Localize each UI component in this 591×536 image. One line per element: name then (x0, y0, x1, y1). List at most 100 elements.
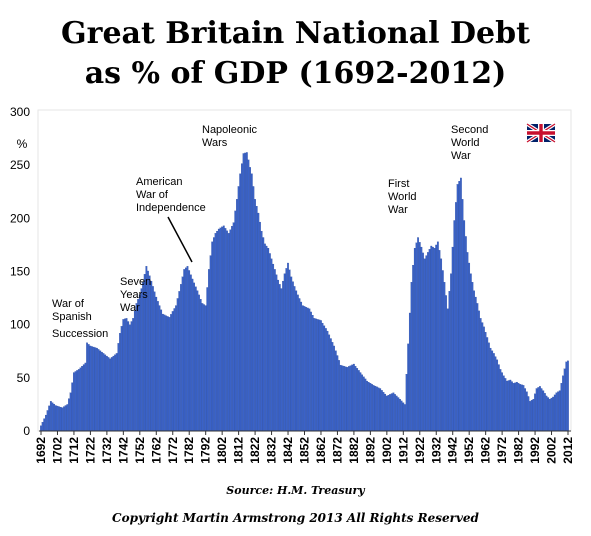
debt-bar-1794 (208, 269, 210, 432)
debt-bar-1857 (311, 315, 314, 432)
debt-bar-1849 (298, 298, 301, 432)
debt-bar-1928 (428, 249, 431, 432)
debt-bar-1820 (250, 173, 253, 432)
debt-bar-1912 (402, 402, 405, 432)
x-tick-label: 1752 (133, 437, 147, 464)
debt-bar-1886 (359, 372, 362, 432)
debt-bar-1808 (231, 226, 233, 432)
x-tick-label: 1942 (446, 437, 460, 464)
debt-bar-1810 (234, 210, 237, 432)
debt-bar-1992 (534, 393, 536, 432)
x-tick-label: 1822 (248, 437, 262, 464)
x-tick-label: 1932 (429, 437, 443, 464)
debt-bar-1986 (524, 388, 527, 432)
debt-bar-1802 (221, 226, 223, 432)
debt-bar-2003 (552, 396, 555, 432)
debt-bar-1998 (544, 393, 546, 432)
annotation-line: Napoleonic (202, 124, 258, 136)
x-tick-label: 1912 (396, 437, 410, 464)
debt-bar-1890 (366, 380, 368, 432)
debt-bar-1996 (540, 388, 543, 432)
debt-bar-1735 (110, 357, 113, 432)
debt-bar-1851 (301, 305, 304, 432)
x-tick-label: 1792 (199, 437, 213, 464)
debt-bar-1711 (71, 382, 74, 432)
debt-bar-1824 (257, 212, 260, 432)
annotation-line: Years (120, 289, 148, 301)
debt-bar-1704 (59, 406, 62, 432)
debt-bar-1895 (374, 385, 377, 432)
debt-bar-1836 (277, 279, 279, 432)
debt-bar-1927 (427, 252, 429, 432)
debt-bar-1729 (101, 351, 103, 432)
debt-bar-1993 (535, 388, 538, 432)
debt-bar-1792 (204, 305, 207, 432)
debt-bar-1804 (224, 228, 227, 432)
debt-bar-1862 (320, 320, 322, 432)
debt-bar-1916 (408, 312, 411, 432)
debt-bar-1826 (260, 230, 263, 432)
annotation-line: Seven (120, 276, 151, 288)
debt-bar-1795 (209, 255, 212, 432)
debt-bar-1764 (158, 305, 161, 432)
debt-bar-1876 (343, 366, 345, 432)
debt-bar-1767 (163, 314, 166, 432)
debt-bar-1750 (135, 303, 138, 432)
annotation-line: Succession (52, 328, 108, 340)
debt-bar-1823 (255, 206, 258, 432)
annotation-napoleonic-wars: Napoleonic Wars (202, 124, 258, 149)
debt-bar-1837 (278, 284, 281, 432)
debt-bar-1717 (81, 366, 84, 432)
debt-bar-1949 (463, 220, 466, 432)
debt-bar-1971 (499, 369, 502, 432)
debt-bar-1760 (152, 286, 154, 432)
debt-bar-1770 (168, 317, 171, 432)
debt-bar-1768 (165, 315, 167, 432)
debt-bar-1892 (369, 383, 372, 432)
debt-bar-1905 (390, 393, 393, 432)
x-tick-label: 1862 (314, 437, 328, 464)
debt-bar-1964 (488, 342, 490, 432)
debt-bar-1734 (109, 358, 112, 432)
debt-bar-1997 (542, 390, 545, 432)
debt-bar-1753 (140, 288, 143, 432)
debt-bar-1725 (94, 347, 97, 432)
debt-bar-1821 (252, 186, 255, 432)
debt-bar-1961 (483, 326, 485, 432)
debt-bar-1801 (219, 227, 222, 432)
debt-bar-1991 (532, 399, 535, 432)
annotation-line: Independence (136, 202, 206, 214)
chart-title-line-1: Great Britain National Debt (61, 16, 530, 51)
debt-bar-1882 (352, 363, 355, 432)
debt-bar-1900 (382, 392, 385, 432)
debt-bar-1920 (415, 242, 418, 432)
debt-bar-1842 (287, 262, 289, 432)
y-tick-label: 300 (10, 105, 30, 119)
debt-bar-1715 (77, 369, 80, 432)
debt-bar-1944 (455, 202, 457, 432)
debt-bar-1724 (92, 346, 95, 432)
debt-bar-1765 (160, 309, 163, 432)
annotation-line: World (388, 191, 417, 203)
debt-bar-1846 (293, 286, 296, 432)
debt-bar-1951 (466, 252, 469, 432)
debt-bar-1891 (367, 381, 370, 432)
debt-bar-1758 (148, 275, 151, 432)
debt-bar-1915 (407, 343, 410, 432)
debt-bar-1762 (155, 296, 158, 432)
chart-title-line-2: as % of GDP (1692-2012) (84, 56, 507, 91)
debt-bar-1783 (189, 274, 192, 432)
debt-bar-1730 (102, 353, 105, 432)
debt-bar-2000 (547, 397, 550, 432)
debt-bar-1879 (348, 366, 350, 432)
debt-bar-1799 (216, 230, 219, 432)
debt-bar-1935 (440, 258, 443, 432)
debt-bar-1797 (213, 237, 215, 432)
debt-bar-2012 (567, 360, 569, 432)
debt-bar-1726 (96, 347, 98, 432)
debt-bar-1866 (326, 330, 329, 432)
debt-bar-1788 (198, 294, 200, 432)
annotation-spanish-succession: War of Spanish Succession (52, 298, 108, 340)
debt-bar-1847 (295, 290, 298, 432)
debt-bar-1864 (323, 325, 326, 432)
